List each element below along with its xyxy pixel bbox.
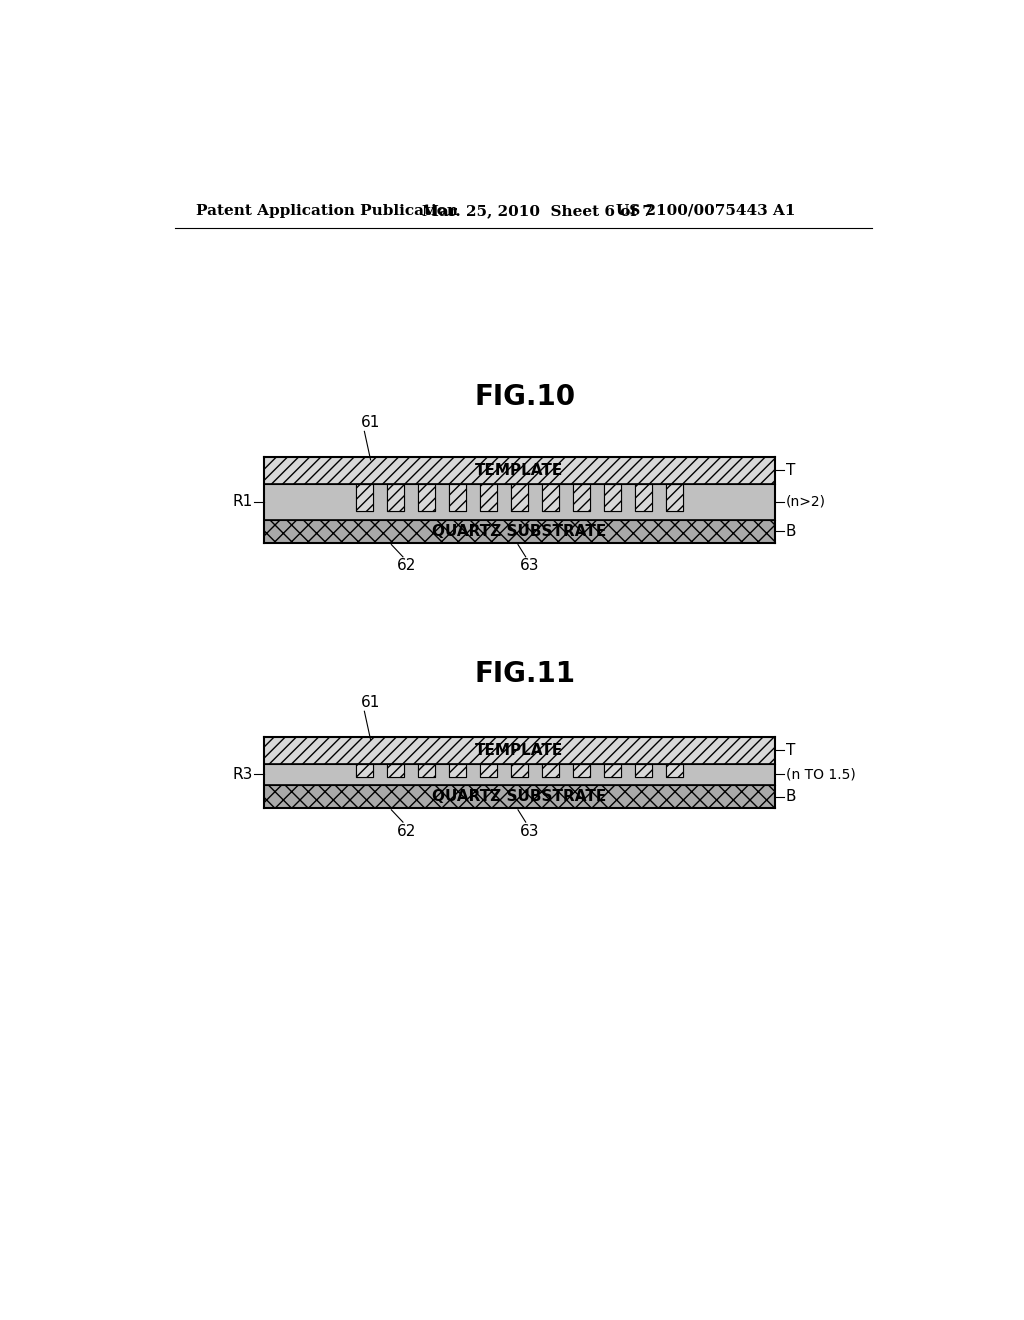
Text: T: T (786, 743, 796, 758)
Bar (666, 763, 683, 777)
Bar (449, 483, 466, 511)
Bar (635, 483, 652, 511)
Text: FIG.10: FIG.10 (474, 383, 575, 411)
Bar (449, 763, 466, 777)
Text: QUARTZ SUBSTRATE: QUARTZ SUBSTRATE (432, 789, 606, 804)
Bar (542, 483, 559, 511)
Bar (263, 785, 775, 808)
Bar (511, 483, 528, 511)
Text: 63: 63 (520, 824, 540, 838)
Bar (449, 763, 466, 777)
Bar (356, 483, 373, 511)
Bar (480, 763, 497, 777)
Bar (480, 763, 497, 777)
Bar (356, 763, 373, 777)
Bar (604, 483, 621, 511)
Text: Patent Application Publication: Patent Application Publication (197, 203, 458, 218)
Bar (511, 483, 528, 511)
Text: (n TO 1.5): (n TO 1.5) (786, 767, 856, 781)
Text: B: B (786, 524, 797, 539)
Bar (604, 483, 621, 511)
Bar (604, 763, 621, 777)
Bar (263, 457, 775, 483)
Bar (511, 763, 528, 777)
Text: (n>2): (n>2) (786, 495, 826, 508)
Text: 61: 61 (360, 414, 380, 430)
Text: QUARTZ SUBSTRATE: QUARTZ SUBSTRATE (432, 524, 606, 539)
Bar (666, 763, 683, 777)
Text: 62: 62 (397, 558, 417, 573)
Text: US 2100/0075443 A1: US 2100/0075443 A1 (616, 203, 796, 218)
Bar (572, 483, 590, 511)
Text: T: T (786, 463, 796, 478)
Text: 62: 62 (397, 824, 417, 838)
Bar (418, 763, 435, 777)
Bar (542, 763, 559, 777)
Text: 61: 61 (360, 694, 380, 710)
Text: R1: R1 (232, 494, 253, 510)
Text: 63: 63 (520, 558, 540, 573)
Bar (263, 483, 775, 520)
Bar (572, 763, 590, 777)
Bar (387, 763, 403, 777)
Bar (263, 520, 775, 543)
Bar (635, 483, 652, 511)
Bar (666, 483, 683, 511)
Bar (511, 763, 528, 777)
Text: R3: R3 (232, 767, 253, 781)
Bar (635, 763, 652, 777)
Text: Mar. 25, 2010  Sheet 6 of 7: Mar. 25, 2010 Sheet 6 of 7 (423, 203, 653, 218)
Bar (418, 483, 435, 511)
Bar (542, 483, 559, 511)
Bar (604, 763, 621, 777)
Bar (480, 483, 497, 511)
Bar (480, 483, 497, 511)
Text: FIG.11: FIG.11 (474, 660, 575, 688)
Bar (449, 483, 466, 511)
Bar (387, 483, 403, 511)
Bar (542, 763, 559, 777)
Bar (263, 763, 775, 785)
Bar (263, 737, 775, 763)
Bar (635, 763, 652, 777)
Bar (356, 763, 373, 777)
Text: TEMPLATE: TEMPLATE (475, 743, 563, 758)
Bar (666, 483, 683, 511)
Bar (418, 483, 435, 511)
Text: TEMPLATE: TEMPLATE (475, 463, 563, 478)
Bar (387, 763, 403, 777)
Bar (356, 483, 373, 511)
Bar (572, 483, 590, 511)
Text: B: B (786, 789, 797, 804)
Bar (418, 763, 435, 777)
Bar (572, 763, 590, 777)
Bar (387, 483, 403, 511)
